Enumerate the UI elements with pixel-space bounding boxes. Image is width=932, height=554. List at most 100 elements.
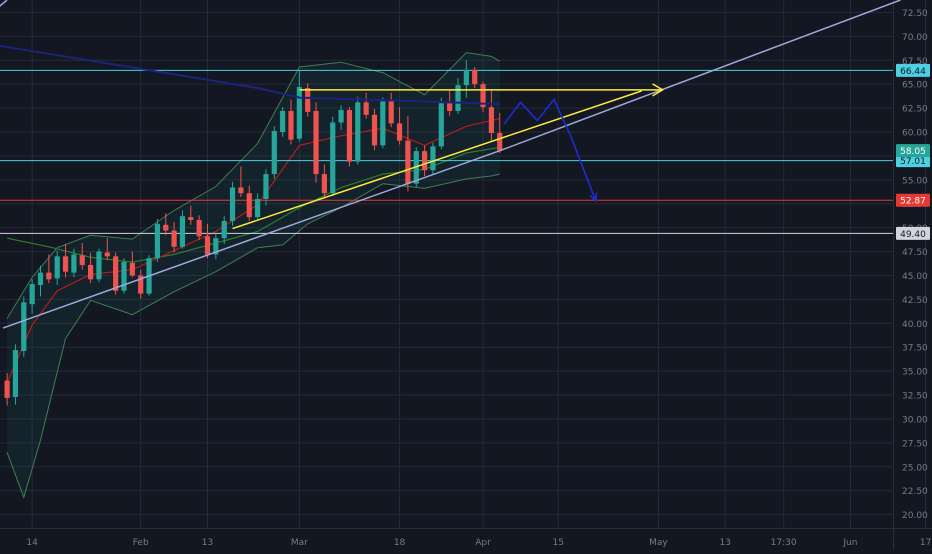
candle-body <box>29 284 35 305</box>
time-tick-label: 17:30 <box>771 538 797 548</box>
price-tick-label: 55.00 <box>902 176 928 186</box>
bollinger-bands <box>6 52 501 499</box>
candle-body <box>46 272 52 280</box>
price-tick-label: 65.00 <box>902 81 928 91</box>
candle-body <box>54 256 60 279</box>
moving-average-red <box>6 118 500 383</box>
candle-body <box>388 101 394 124</box>
candle-body <box>430 146 436 171</box>
price-tick-label: 25.00 <box>902 463 928 473</box>
candle-body <box>255 198 261 218</box>
candle-body <box>330 122 336 194</box>
candle-body <box>154 223 160 259</box>
candle-body <box>447 103 453 111</box>
candle-body <box>21 302 27 352</box>
price-tick-label: 70.00 <box>902 33 928 43</box>
candle-body <box>321 174 327 194</box>
candle-body <box>213 238 219 255</box>
time-tick-label: May <box>649 538 668 548</box>
time-tick-label: 14 <box>26 538 38 548</box>
price-tick-label: 35.00 <box>902 368 928 378</box>
candle-body <box>71 254 77 273</box>
candle-body <box>96 251 102 280</box>
price-tick-label: 60.00 <box>902 129 928 139</box>
price-tick-label: 47.50 <box>902 248 928 258</box>
candle-body <box>455 85 461 111</box>
price-tick-label: 67.50 <box>902 57 928 67</box>
price-tick-label: 37.50 <box>902 344 928 354</box>
candle-body <box>363 102 369 115</box>
candle-body <box>338 110 344 123</box>
candle-body <box>113 256 119 291</box>
time-tick-label: 13 <box>719 538 730 548</box>
candle-body <box>422 151 428 171</box>
candle-body <box>405 140 411 184</box>
level-badge-49.40-label: 49.40 <box>900 230 926 240</box>
candle-body <box>263 174 269 199</box>
candle-body <box>488 107 494 133</box>
price-tick-label: 45.00 <box>902 272 928 282</box>
price-tick-label: 22.50 <box>902 487 928 497</box>
projection-path <box>503 97 597 202</box>
candle-body <box>138 275 144 294</box>
candle-body <box>238 187 244 194</box>
lavender-top-line <box>0 0 8 7</box>
candle-body <box>271 131 277 175</box>
level-badge-52.87-label: 52.87 <box>900 197 926 207</box>
time-axis[interactable]: 14 Feb 13 Mar 18 Apr 15 May 13 17:30 Jun 17 <box>26 538 931 548</box>
price-tick-label: 72.50 <box>902 9 928 19</box>
candle-body <box>396 123 403 141</box>
candle-body <box>480 84 486 108</box>
level-badge-52.87-bg <box>896 193 930 207</box>
candle-body <box>246 193 252 218</box>
candle-body <box>313 110 319 175</box>
time-tick-label: 17 <box>920 538 931 548</box>
current-price-badge-bg <box>896 144 930 158</box>
time-tick-label: 18 <box>394 538 406 548</box>
candle-body <box>305 88 311 112</box>
lavender-trend-line <box>2 0 901 329</box>
level-badge-57.01-label: 57.01 <box>900 157 926 167</box>
current-price-badge-label: 58.05 <box>900 147 926 157</box>
candle-body <box>463 69 469 86</box>
yellow-support-line <box>232 90 642 230</box>
price-tick-label: 42.50 <box>902 296 928 306</box>
candle-body <box>79 255 85 265</box>
price-tick-label: 20.00 <box>902 511 928 521</box>
navy-trend-line <box>0 44 500 106</box>
candle-body <box>204 236 211 255</box>
candle-body <box>497 132 503 151</box>
level-badge-49.40-bg <box>896 226 930 240</box>
candle-body <box>296 87 302 139</box>
price-tick-label: 27.50 <box>902 439 928 449</box>
candle-body <box>12 350 19 397</box>
candle-body <box>380 101 386 146</box>
yellow-arrowhead <box>652 83 665 97</box>
candle-body <box>196 220 202 237</box>
level-badge-57.01-bg <box>896 154 930 168</box>
time-tick-label: Mar <box>291 538 308 548</box>
projection-arrowhead <box>589 192 598 203</box>
candles <box>4 60 503 406</box>
price-tick-label: 40.00 <box>902 320 928 330</box>
candle-body <box>171 230 177 247</box>
price-tick-label: 32.50 <box>902 392 928 402</box>
time-tick-label: Apr <box>475 538 491 548</box>
candle-body <box>438 103 444 147</box>
candle-body <box>121 262 127 291</box>
time-tick-label: 13 <box>202 538 213 548</box>
trend-drawings <box>0 0 901 329</box>
candle-body <box>37 272 44 286</box>
candle-body <box>129 263 135 276</box>
price-tick-label: 62.50 <box>902 105 928 115</box>
candle-body <box>346 110 353 162</box>
level-badge-66.44-label: 66.44 <box>900 67 926 77</box>
bollinger-upper-line <box>6 52 501 319</box>
candle-body <box>280 110 286 132</box>
candle-body <box>288 110 294 140</box>
candle-body <box>88 264 94 280</box>
candle-body <box>188 217 194 220</box>
